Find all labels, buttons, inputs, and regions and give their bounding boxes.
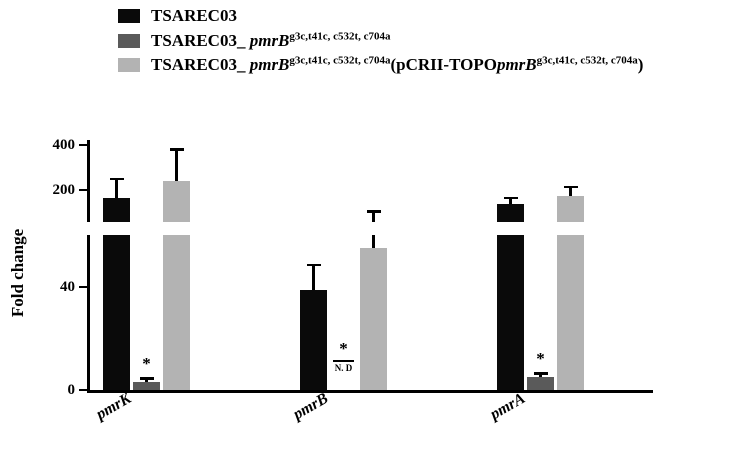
legend: TSAREC03 TSAREC03_ pmrBg3c,t41c, c532t, … (118, 6, 643, 80)
legend-label-gene: pmrB (249, 55, 290, 75)
error-bar-cap (563, 185, 578, 188)
legend-label-gene: pmrB (249, 30, 290, 50)
bar (133, 382, 160, 390)
error-bar-line (539, 371, 542, 378)
y-tick (79, 188, 87, 192)
legend-label-superscript: g3c,t41c, c532t, c704a (289, 54, 391, 67)
legend-item: TSAREC03_ pmrBg3c,t41c, c532t, c704a(pCR… (118, 55, 643, 75)
significance-star: * (536, 349, 545, 368)
y-tick (79, 143, 87, 147)
error-bar-line (115, 177, 118, 198)
legend-swatch-black (118, 9, 140, 23)
error-bar-line (569, 185, 572, 196)
legend-label-prefix: TSAREC03_ (151, 55, 250, 75)
error-bar-cap (139, 377, 154, 380)
significance-star: * (339, 339, 348, 358)
legend-item: TSAREC03_ pmrBg3c,t41c, c532t, c704a (118, 29, 643, 51)
error-bar-cap (533, 372, 548, 375)
error-bar-cap (503, 196, 518, 200)
legend-label-plasmid-superscript: g3c,t41c, c532t, c704a (536, 54, 638, 67)
axis-break-band (84, 222, 656, 235)
legend-label-text: TSAREC03 (151, 6, 237, 25)
error-bar-line (312, 263, 315, 290)
bar (300, 289, 327, 390)
error-bar-cap (109, 177, 124, 181)
y-axis-line (87, 140, 90, 393)
legend-label-paren-close: ) (637, 55, 644, 75)
bar (360, 248, 387, 390)
y-tick-label: 40 (60, 279, 75, 295)
significance-star: * (142, 354, 151, 374)
legend-item: TSAREC03 (118, 6, 643, 26)
nd-label-text: N. D (332, 360, 355, 373)
legend-label-prefix: TSAREC03_ (151, 30, 250, 50)
bar (163, 181, 190, 390)
y-tick (79, 285, 87, 289)
legend-label: TSAREC03 (151, 6, 237, 26)
bar (527, 377, 554, 390)
legend-label: TSAREC03_ pmrBg3c,t41c, c532t, c704a (151, 29, 391, 51)
error-bar-cap (169, 148, 184, 151)
y-tick-label: 0 (67, 382, 76, 398)
legend-label-plasmid-gene: pmrB (496, 55, 537, 75)
legend-label-plasmid-prefix: (pCRII-TOPO (390, 55, 497, 75)
legend-label-superscript: g3c,t41c, c532t, c704a (289, 29, 391, 42)
error-bar-cap (306, 263, 321, 267)
y-tick-label: 400 (52, 137, 76, 153)
error-bar-line (145, 377, 148, 383)
legend-swatch-darkgray (118, 33, 140, 48)
legend-swatch-lightgray (118, 58, 140, 73)
x-axis-line (87, 390, 653, 393)
y-tick (79, 388, 87, 392)
y-axis-title: Fold change (8, 228, 27, 318)
legend-label: TSAREC03_ pmrBg3c,t41c, c532t, c704a(pCR… (151, 55, 643, 75)
error-bar-line (175, 148, 178, 181)
nd-label: N. D (330, 360, 358, 373)
error-bar-line (509, 196, 512, 204)
y-tick-label: 200 (52, 182, 76, 198)
error-bar-cap (366, 210, 381, 213)
